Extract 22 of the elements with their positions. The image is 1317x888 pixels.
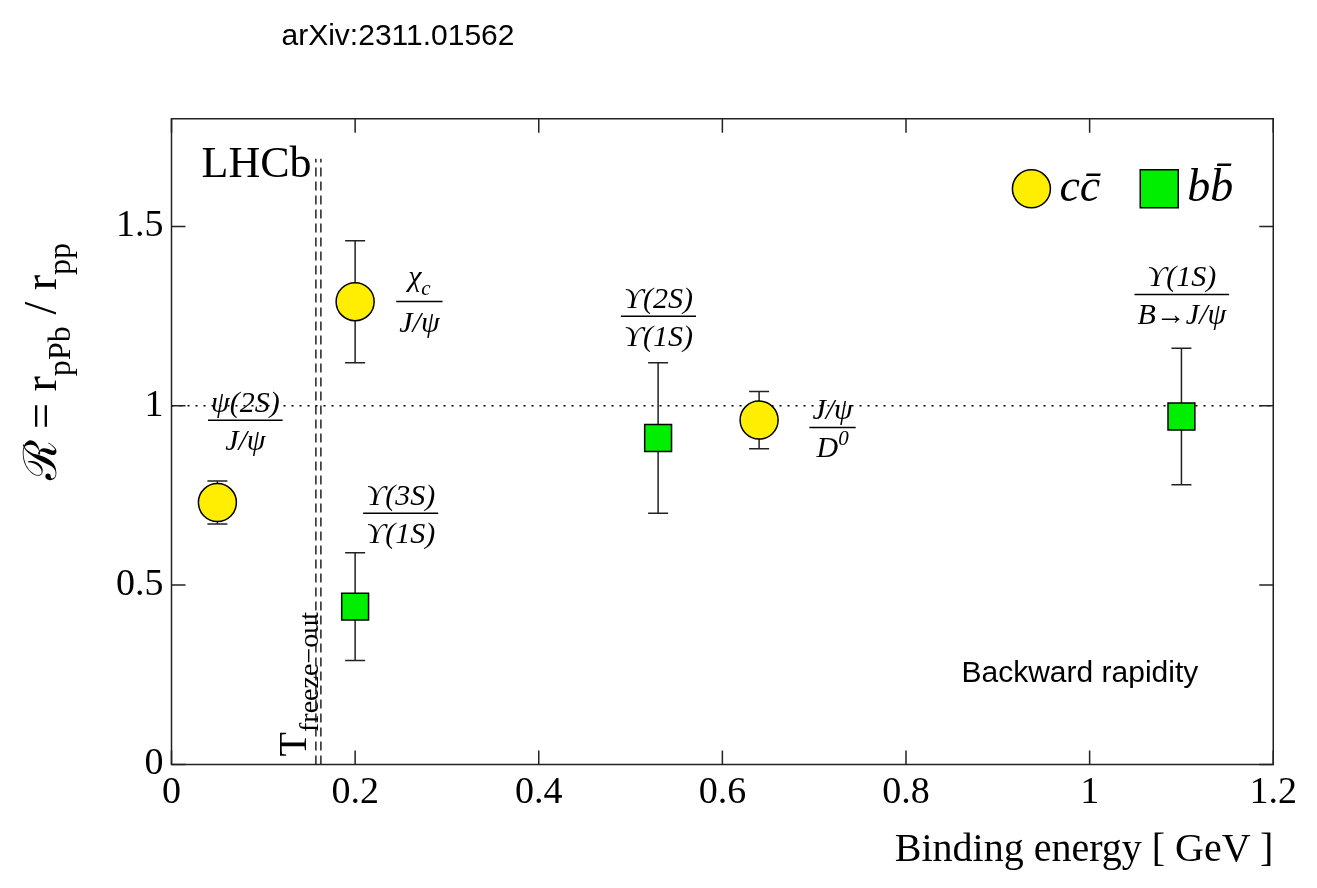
- x-tick-label: 0.6: [698, 769, 747, 812]
- annotation: ϒ(2S) ϒ(1S): [623, 281, 694, 354]
- annotation: ϒ(3S) ϒ(1S): [366, 478, 436, 551]
- chart-title: arXiv:2311.01562: [280, 17, 516, 53]
- y-axis-title: ℛ = rpPb / rpp: [15, 242, 77, 482]
- x-tick-label: 0.4: [515, 769, 563, 812]
- annotation: ψ(2S) J/ψ: [211, 385, 280, 457]
- legend-label: cc̄: [1059, 159, 1102, 211]
- y-tick-label: 0.5: [116, 561, 164, 604]
- y-tick-label: 1: [144, 381, 164, 424]
- legend-label: bb̄: [1187, 159, 1234, 211]
- x-tick-label: 1: [1080, 769, 1100, 812]
- annotation: Backward rapidity: [961, 655, 1199, 689]
- x-tick-label: 0.8: [882, 769, 930, 812]
- y-tick-label: 0: [144, 740, 164, 783]
- annotation: LHCb: [201, 138, 312, 188]
- y-tick-label: 1.5: [116, 202, 164, 245]
- x-tick-label: 0.2: [331, 769, 379, 812]
- annotation: ϒ(1S) B→J/ψ: [1137, 259, 1228, 331]
- x-tick-label: 1.2: [1249, 769, 1297, 812]
- ref-line-label: Tfreeze−out: [270, 611, 325, 757]
- x-axis-title: Binding energy [ GeV ]: [894, 824, 1274, 870]
